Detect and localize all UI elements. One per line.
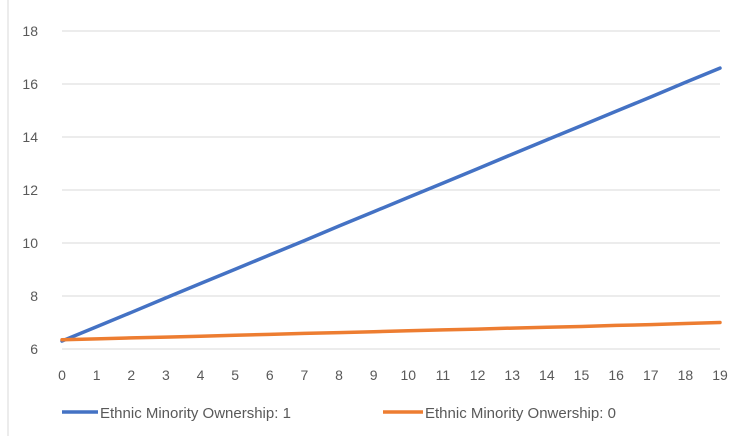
x-tick-label: 14: [539, 367, 555, 383]
x-tick-label: 0: [58, 367, 66, 383]
y-tick-label: 12: [22, 182, 38, 198]
x-tick-label: 16: [608, 367, 624, 383]
y-tick-label: 6: [30, 341, 38, 357]
x-tick-label: 11: [436, 367, 451, 383]
legend-label-1: Ethnic Minority Ownership: 1: [100, 405, 291, 422]
x-tick-label: 9: [370, 367, 378, 383]
series-line-1: [60, 66, 722, 343]
x-tick-label: 15: [574, 367, 590, 383]
y-tick-label: 10: [22, 235, 38, 251]
x-tick-label: 4: [197, 367, 205, 383]
x-tick-label: 2: [127, 367, 135, 383]
y-axis-tick-labels: 6 8 10 12 14 16 18: [22, 23, 38, 357]
x-tick-label: 19: [712, 367, 728, 383]
y-tick-label: 14: [22, 129, 38, 145]
x-tick-label: 1: [93, 367, 101, 383]
x-tick-label: 18: [678, 367, 694, 383]
x-tick-label: 12: [470, 367, 486, 383]
x-tick-label: 17: [643, 367, 659, 383]
x-tick-label: 3: [162, 367, 170, 383]
x-tick-label: 8: [335, 367, 343, 383]
legend: Ethnic Minority Ownership: 1 Ethnic Minor…: [62, 405, 616, 422]
x-tick-label: 6: [266, 367, 274, 383]
x-axis-tick-labels: 0 1 2 3 4 5 6 7 8 9 10 11 12 13 14 15 16 17 18 19: [58, 367, 728, 383]
x-tick-label: 5: [231, 367, 239, 383]
x-tick-label: 7: [301, 367, 309, 383]
series-lines: [60, 66, 722, 343]
y-tick-label: 18: [22, 23, 38, 39]
y-tick-label: 8: [30, 288, 38, 304]
y-tick-label: 16: [22, 76, 38, 92]
x-tick-label: 13: [504, 367, 520, 383]
legend-label-2: Ethnic Minority Onwership: 0: [425, 405, 616, 422]
x-tick-label: 10: [401, 367, 417, 383]
series-line-2: [60, 320, 722, 342]
